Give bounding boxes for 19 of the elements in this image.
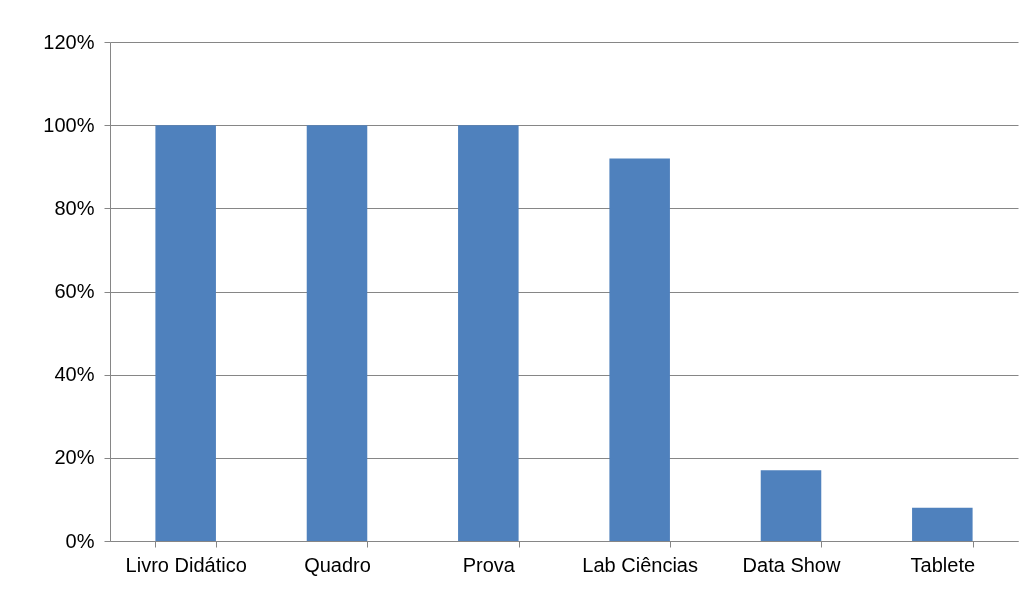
bar [609, 158, 670, 541]
x-tick-label: Livro Didático [125, 553, 247, 576]
y-tick-label: 40% [54, 363, 95, 386]
bar [155, 125, 216, 541]
y-tick-label: 120% [43, 30, 95, 53]
x-tick-label: Data Show [742, 553, 841, 576]
bar [458, 125, 519, 541]
x-tick-label: Tablete [910, 553, 976, 576]
y-tick-label: 60% [54, 280, 95, 302]
x-tick-label: Prova [462, 553, 516, 576]
y-tick-label: 80% [54, 196, 95, 219]
x-tick-label: Lab Ciências [582, 553, 698, 576]
bar [306, 125, 368, 541]
bar [912, 507, 973, 541]
x-tick-label: Quadro [304, 553, 371, 576]
y-tick-label: 0% [65, 529, 95, 552]
y-tick-label: 100% [43, 113, 95, 136]
y-tick-label: 20% [54, 446, 95, 469]
bar [760, 470, 822, 541]
